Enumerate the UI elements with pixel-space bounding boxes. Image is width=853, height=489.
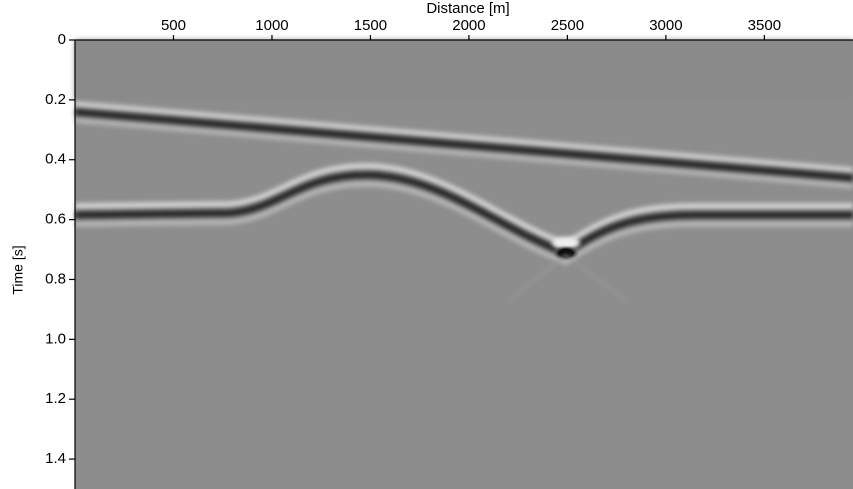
x-tick-label: 3000 [649,17,682,34]
seismic-image [74,40,853,489]
x-tick-label: 500 [161,17,186,34]
x-tick-label: 1000 [255,17,288,34]
x-tick-label: 2500 [551,17,584,34]
y-tick-label: 0.8 [45,270,66,287]
y-tick-label: 1.0 [45,330,66,347]
x-axis-title: Distance [m] [426,0,509,17]
x-tick-label: 3500 [748,17,781,34]
y-tick-label: 0.2 [45,91,66,108]
y-tick-label: 0 [58,31,66,48]
x-tick-label: 2000 [452,17,485,34]
y-tick-label: 0.4 [45,151,66,168]
x-tick-label: 1500 [354,17,387,34]
y-tick-label: 1.2 [45,390,66,407]
y-axis-title: Time [s] [10,245,26,294]
y-tick-label: 0.6 [45,211,66,228]
y-tick-label: 1.4 [45,450,66,467]
